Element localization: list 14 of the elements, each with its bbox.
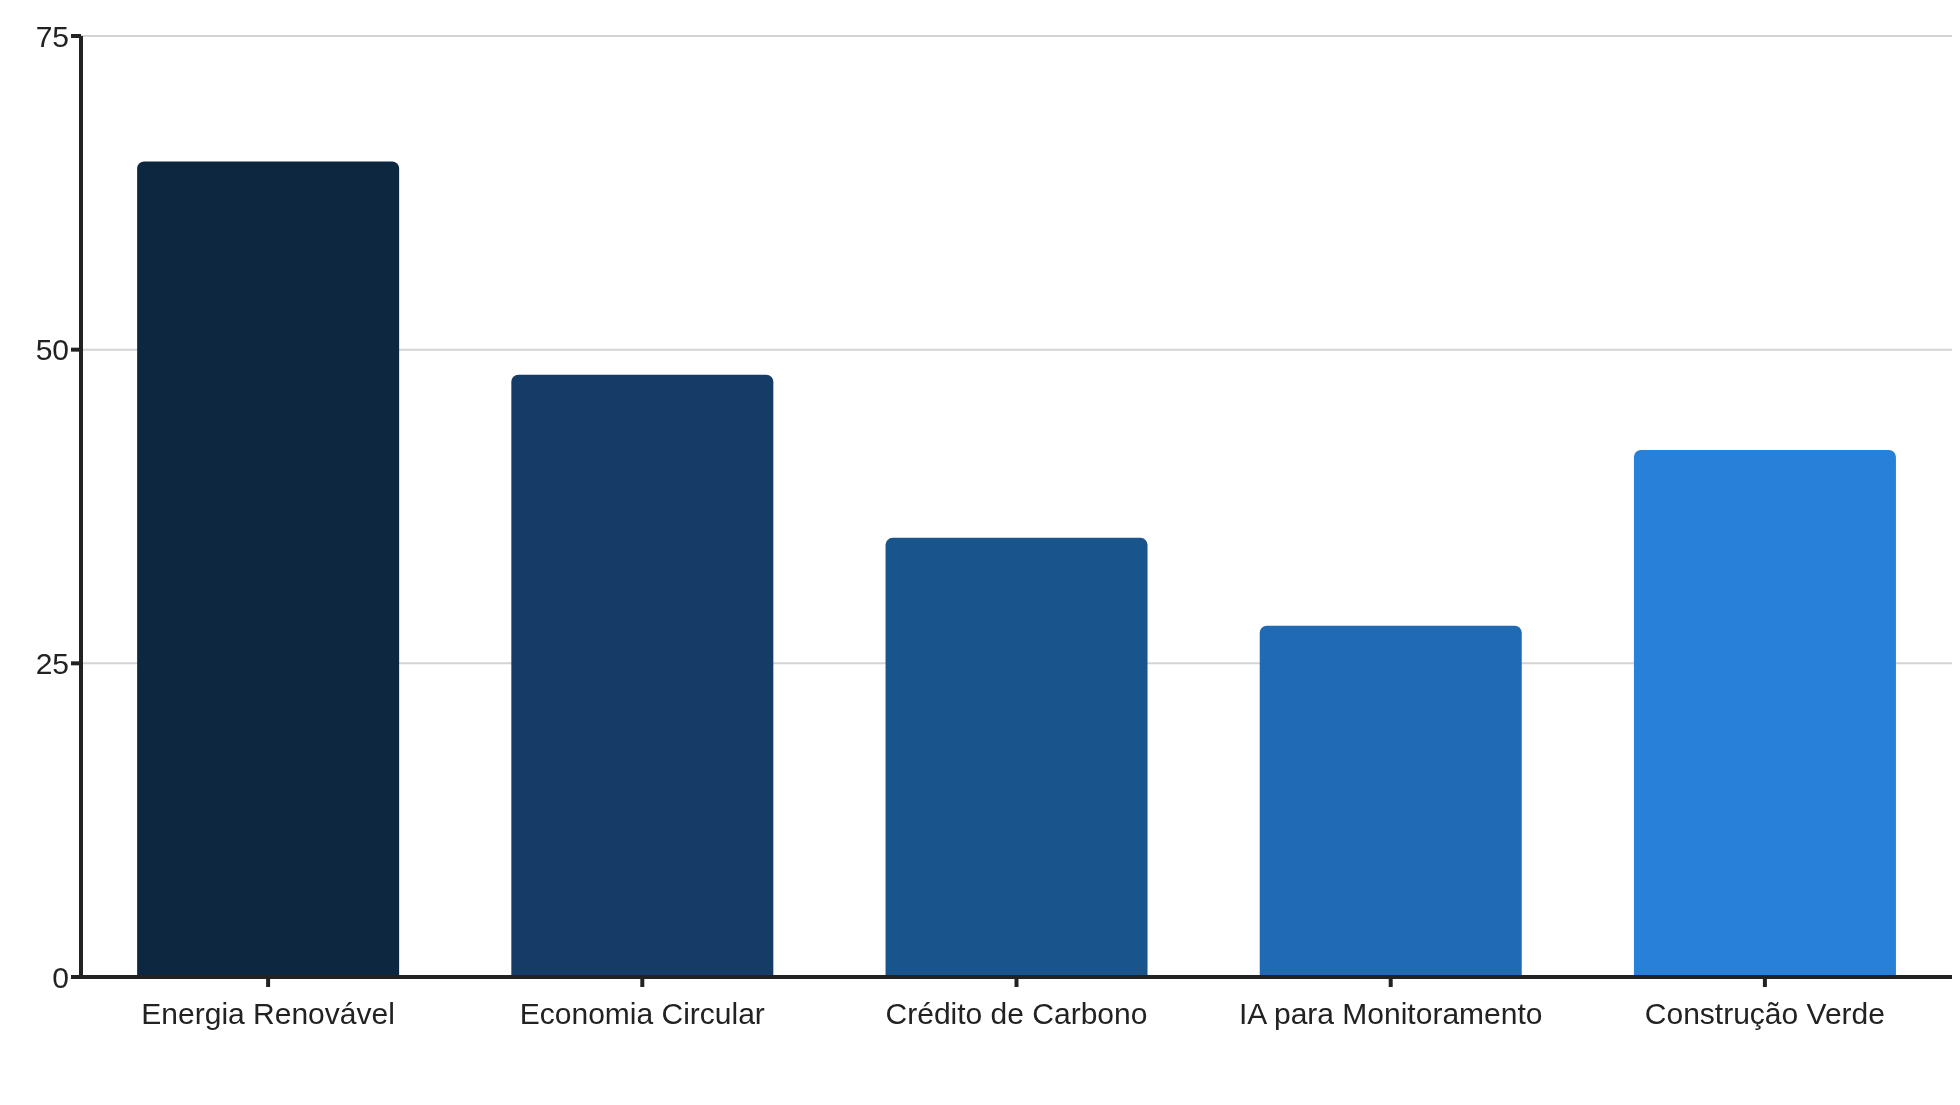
bar <box>1259 625 1522 977</box>
y-tick-label: 75 <box>35 19 69 53</box>
x-tick-label: Economia Circular <box>519 997 765 1030</box>
x-tick-label: Energia Renovável <box>141 997 395 1030</box>
bar <box>137 161 400 977</box>
bar <box>511 374 774 977</box>
x-tick-label: Construção Verde <box>1644 997 1885 1030</box>
x-tick-label: IA para Monitoramento <box>1238 997 1543 1030</box>
x-tick-label: Crédito de Carbono <box>885 997 1148 1030</box>
y-tick-label: 50 <box>35 333 69 367</box>
y-tick-label: 0 <box>52 960 69 994</box>
bar <box>885 537 1148 977</box>
bar <box>1633 450 1896 977</box>
y-tick-label: 25 <box>35 646 69 680</box>
